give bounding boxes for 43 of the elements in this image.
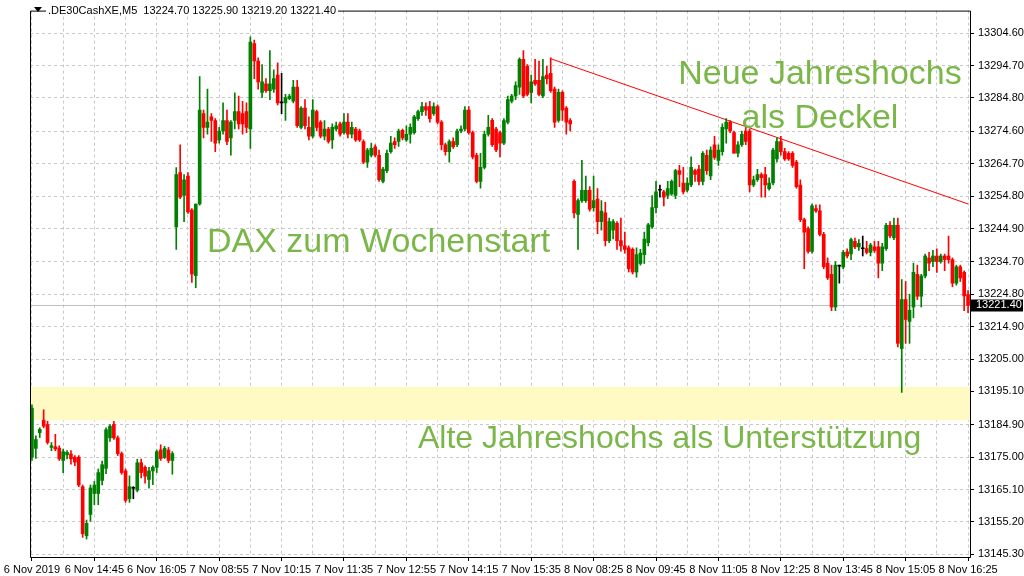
x-tick-label: 8 Nov 15:05 xyxy=(875,562,936,575)
candlestick xyxy=(619,217,623,252)
y-tick-label: 13155.20 xyxy=(978,515,1024,528)
candlestick xyxy=(268,50,272,100)
x-tick-label: 7 Nov 10:15 xyxy=(251,562,312,575)
chart-title: .DE30CashXE,M5 13224.70 13225.90 13219.20 13221.40 xyxy=(46,4,339,16)
x-tick-label: 8 Nov 13:45 xyxy=(813,562,873,575)
x-tick-label: 6 Nov 2019 xyxy=(3,562,61,575)
y-tick-label: 13304.60 xyxy=(978,26,1024,39)
x-tick-label: 8 Nov 16:25 xyxy=(938,562,998,575)
y-tick-label: 13264.70 xyxy=(978,156,1024,169)
ref-line-label: 13221.40 xyxy=(976,298,1022,311)
y-tick-label: 13294.70 xyxy=(978,58,1024,71)
y-tick-label: 13254.80 xyxy=(978,189,1024,202)
x-tick-label: 7 Nov 08:55 xyxy=(189,562,249,575)
candlestick xyxy=(935,248,939,273)
y-tick-label: 13284.80 xyxy=(978,90,1024,103)
x-tick-label: 8 Nov 11:05 xyxy=(689,562,748,575)
y-tick-label: 13205.00 xyxy=(978,352,1024,365)
y-tick-label: 13274.60 xyxy=(978,124,1024,137)
candlestick xyxy=(658,184,662,198)
y-tick-label: 13244.90 xyxy=(978,221,1024,234)
x-tick-label: 6 Nov 14:45 xyxy=(64,562,125,575)
x-tick-label: 8 Nov 12:25 xyxy=(751,562,811,575)
x-tick-label: 7 Nov 15:35 xyxy=(501,562,561,575)
y-tick-label: 13165.10 xyxy=(978,482,1024,495)
y-tick-label: 13195.10 xyxy=(978,384,1024,397)
x-tick-label: 8 Nov 08:25 xyxy=(563,562,624,575)
annotation: Neue Jahreshochs als Deckel xyxy=(677,52,963,137)
y-tick-label: 13214.90 xyxy=(978,319,1024,332)
x-tick-label: 7 Nov 14:15 xyxy=(439,562,499,575)
y-tick-label: 13184.90 xyxy=(978,417,1024,430)
annotation: DAX zum Wochenstart xyxy=(207,221,551,260)
x-tick-label: 6 Nov 16:05 xyxy=(127,562,187,575)
candlestick xyxy=(759,172,764,198)
y-tick-label: 13145.30 xyxy=(978,547,1024,560)
y-tick-label: 13175.00 xyxy=(978,450,1024,463)
x-tick-label: 8 Nov 09:45 xyxy=(626,562,686,575)
y-tick-label: 13224.80 xyxy=(978,287,1024,300)
annotation: Alte Jahreshochs als Unterstützung xyxy=(418,419,922,456)
y-tick-label: 13234.70 xyxy=(978,254,1024,267)
x-tick-label: 7 Nov 12:55 xyxy=(376,562,437,575)
x-tick-label: 7 Nov 11:35 xyxy=(314,562,374,575)
